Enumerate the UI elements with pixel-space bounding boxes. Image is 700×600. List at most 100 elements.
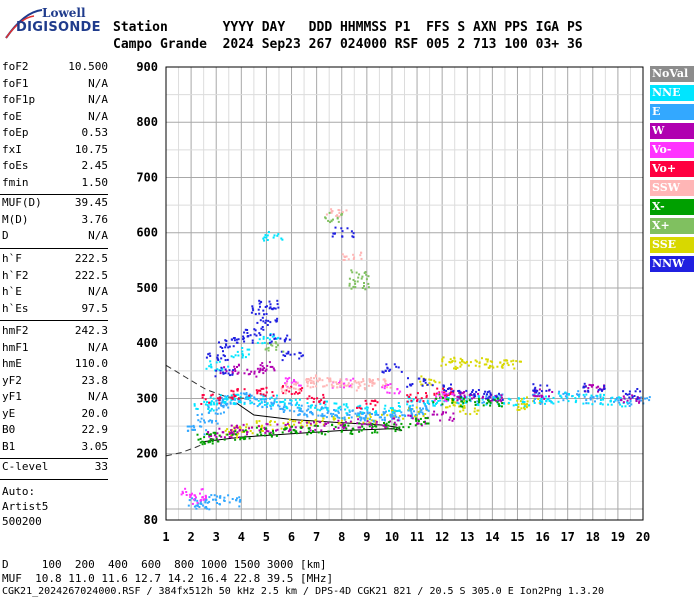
data-point — [298, 351, 301, 354]
data-point — [273, 307, 275, 310]
data-point — [203, 421, 206, 424]
data-point — [629, 400, 632, 403]
data-point — [384, 424, 387, 427]
data-point — [308, 395, 311, 398]
param-value: 23.8 — [81, 373, 109, 387]
data-point — [227, 406, 230, 409]
data-point — [328, 380, 331, 383]
data-point — [229, 402, 232, 405]
data-point — [339, 385, 342, 387]
data-point — [260, 387, 263, 390]
data-point — [225, 370, 228, 373]
data-point — [246, 433, 248, 436]
data-point — [620, 398, 623, 401]
data-point — [201, 396, 204, 399]
data-point — [574, 397, 577, 400]
data-point — [277, 306, 280, 309]
data-point — [251, 339, 254, 342]
data-point — [481, 401, 484, 404]
data-point — [365, 273, 368, 276]
data-point — [489, 396, 492, 399]
data-point — [338, 215, 341, 218]
data-point — [477, 389, 480, 391]
param-value: 3.05 — [81, 439, 109, 453]
data-point — [363, 417, 366, 420]
data-point — [481, 357, 483, 360]
data-point — [601, 403, 604, 406]
data-point — [395, 365, 398, 368]
data-point — [544, 402, 546, 405]
data-point — [393, 392, 396, 395]
data-point — [243, 331, 246, 334]
data-point — [248, 437, 251, 440]
data-point — [369, 402, 372, 405]
data-point — [284, 405, 287, 408]
data-point — [202, 504, 205, 507]
data-point — [454, 365, 457, 368]
data-point — [342, 403, 345, 406]
data-point — [488, 395, 491, 398]
data-point — [312, 400, 315, 403]
data-point — [259, 392, 262, 395]
data-point — [410, 384, 413, 387]
data-point — [485, 403, 488, 406]
data-point — [260, 429, 263, 432]
data-point — [328, 378, 330, 381]
data-point — [426, 399, 429, 402]
data-point — [246, 329, 249, 331]
data-point — [332, 385, 335, 388]
data-point — [276, 234, 279, 237]
data-point — [215, 369, 218, 372]
data-point — [441, 403, 444, 406]
data-point — [397, 419, 400, 422]
data-point — [276, 428, 279, 431]
data-point — [444, 363, 447, 366]
data-point — [534, 397, 537, 400]
data-point — [193, 404, 196, 407]
data-point — [309, 411, 311, 414]
data-point — [566, 396, 569, 399]
data-point — [228, 369, 231, 372]
data-point — [374, 413, 377, 416]
data-point — [616, 396, 619, 399]
param-value: N/A — [88, 93, 108, 106]
data-point — [241, 350, 244, 353]
data-point — [253, 402, 256, 405]
data-point — [262, 237, 265, 240]
data-point — [209, 396, 212, 399]
data-point — [361, 275, 364, 278]
data-point — [207, 353, 210, 356]
data-point — [357, 418, 360, 421]
data-point — [246, 368, 249, 371]
data-point — [411, 383, 414, 385]
legend-item: X+ — [650, 218, 694, 234]
data-point — [443, 394, 446, 397]
data-point — [409, 393, 412, 396]
data-point — [265, 319, 268, 322]
data-point — [374, 404, 377, 407]
data-point — [425, 406, 428, 409]
data-point — [342, 427, 345, 430]
data-point — [294, 387, 297, 390]
data-point — [585, 393, 588, 396]
data-point — [231, 396, 234, 399]
data-point — [491, 365, 494, 368]
data-point — [532, 389, 535, 392]
data-point — [486, 358, 489, 361]
data-point — [331, 235, 334, 238]
data-point — [389, 420, 392, 423]
x-tick-label: 16 — [535, 530, 549, 544]
legend-item: W — [650, 123, 694, 139]
data-point — [360, 251, 363, 254]
data-point — [489, 404, 492, 407]
data-point — [339, 408, 342, 411]
data-point — [357, 276, 360, 279]
x-tick-label: 6 — [288, 530, 295, 544]
data-point — [294, 404, 297, 407]
data-point — [602, 398, 605, 401]
data-point — [390, 415, 393, 418]
data-point — [205, 496, 207, 499]
data-point — [287, 350, 290, 353]
legend-item: NNE — [650, 85, 694, 101]
data-point — [220, 435, 223, 438]
